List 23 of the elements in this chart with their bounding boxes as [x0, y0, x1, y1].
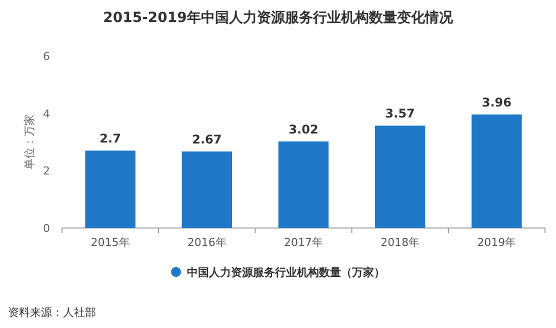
- y-tick-label: 6: [43, 50, 50, 63]
- y-tick-label: 4: [43, 107, 50, 120]
- text: 资料来源：人社部: [8, 306, 96, 319]
- y-tick-label: 0: [43, 222, 50, 235]
- y-axis-title: 单位：万家: [23, 114, 36, 170]
- data-label: 3.02: [288, 122, 318, 136]
- bar: [85, 150, 136, 228]
- x-tick-label: 2019年: [477, 236, 516, 249]
- bar: [472, 114, 522, 228]
- bar: [182, 151, 232, 228]
- x-tick-label: 2017年: [284, 236, 323, 249]
- bar: [278, 141, 329, 228]
- x-tick-label: 2018年: [380, 236, 420, 249]
- chart-title: 2015-2019年中国人力资源服务行业机构数量变化情况: [103, 9, 454, 26]
- legend-label: 中国人力资源服务行业机构数量（万家）: [187, 266, 385, 279]
- x-tick-label: 2015年: [90, 236, 130, 249]
- bar: [374, 126, 426, 228]
- data-label: 2.7: [100, 132, 121, 146]
- x-tick-label: 2016年: [187, 236, 226, 249]
- data-label: 3.57: [385, 106, 415, 121]
- data-label: 3.96: [482, 95, 512, 110]
- y-tick-label: 2: [43, 164, 50, 178]
- data-label: 2.67: [192, 132, 222, 146]
